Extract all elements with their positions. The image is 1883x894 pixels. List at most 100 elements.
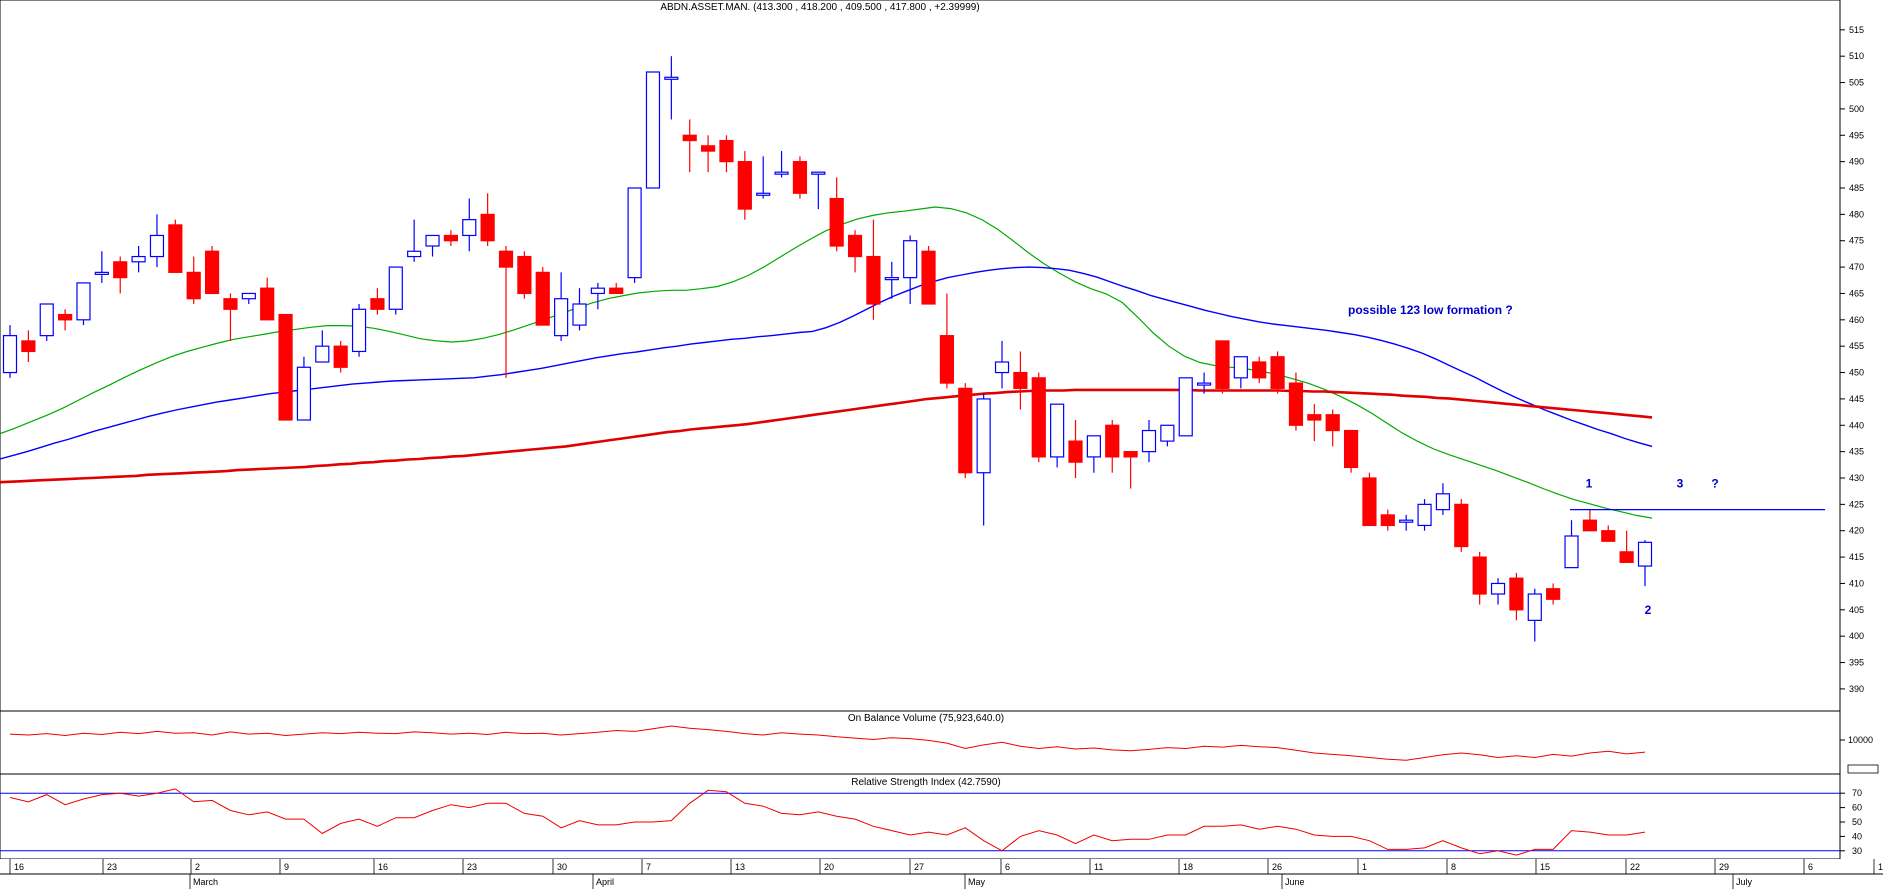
moving-average-line xyxy=(0,206,1653,519)
candle-body xyxy=(186,271,201,300)
day-tick-label: 13 xyxy=(1878,862,1883,872)
price-tick-label: 395 xyxy=(1849,658,1864,668)
candle-body xyxy=(645,71,661,189)
rsi-title: Relative Strength Index (42.7590) xyxy=(851,777,1001,788)
price-tick-label: 415 xyxy=(1849,552,1864,562)
candle-body xyxy=(443,234,458,242)
price-tick-label: 390 xyxy=(1849,684,1864,694)
candle-body xyxy=(1527,593,1542,621)
rsi-line xyxy=(0,788,1840,856)
candle-body xyxy=(149,234,165,258)
day-tick-label: 23 xyxy=(467,862,477,872)
candle-body xyxy=(2,335,18,374)
candle-body xyxy=(976,398,991,474)
day-tick-label: 11 xyxy=(1094,862,1103,872)
candle-body xyxy=(921,250,936,305)
candle-body xyxy=(554,298,569,337)
price-tick-label: 495 xyxy=(1849,130,1864,140)
price-tick-label: 480 xyxy=(1849,209,1864,219)
candle-body xyxy=(1325,414,1340,432)
day-tick-label: 16 xyxy=(378,862,388,872)
candle-body xyxy=(94,271,109,275)
moving-average-line xyxy=(0,266,1653,460)
rsi-tick-label: 60 xyxy=(1852,803,1862,813)
rsi-panel-frame xyxy=(0,773,1841,860)
candle-body xyxy=(1435,493,1451,511)
candle-body xyxy=(131,255,146,263)
day-tick-label: 2 xyxy=(195,862,200,872)
candle-body xyxy=(1050,403,1065,458)
obv-tick-label: 10000 xyxy=(1848,735,1873,745)
rsi-tick-label: 40 xyxy=(1852,831,1862,841)
candle-body xyxy=(1288,382,1304,426)
candle-body xyxy=(241,292,256,300)
candle-body xyxy=(370,298,385,310)
month-tick-label: May xyxy=(968,877,986,887)
day-tick-label: 13 xyxy=(735,862,745,872)
candle-body xyxy=(113,261,128,279)
candle-body xyxy=(1233,356,1248,379)
price-tick-label: 405 xyxy=(1849,605,1864,615)
price-tick-label: 430 xyxy=(1849,473,1864,483)
rsi-axis: 70 60 50 40 30 xyxy=(1840,788,1862,856)
candle-body xyxy=(76,282,91,321)
candle-body xyxy=(1509,577,1524,611)
price-tick-label: 515 xyxy=(1849,25,1864,35)
candle-body xyxy=(1160,424,1175,442)
day-tick-label: 6 xyxy=(1808,862,1813,872)
day-tick-label: 6 xyxy=(1005,862,1010,872)
candle-body xyxy=(572,303,587,326)
candle-body xyxy=(498,250,514,268)
rsi-tick-label: 70 xyxy=(1852,788,1862,798)
moving-average-line xyxy=(0,388,1653,484)
candle-body xyxy=(315,345,330,363)
candle-body xyxy=(462,219,477,237)
price-tick-label: 470 xyxy=(1849,262,1864,272)
price-tick-label: 445 xyxy=(1849,394,1864,404)
day-tick-label: 26 xyxy=(1272,862,1282,872)
candle-body xyxy=(260,287,275,321)
candle-body xyxy=(333,345,348,368)
price-tick-label: 490 xyxy=(1849,157,1864,167)
obv-line xyxy=(9,725,1646,761)
candle-body xyxy=(1068,440,1083,463)
price-axis: 390 395 400 405 410 415 420 425 430 435 440 445 450 4… xyxy=(1840,25,1864,694)
obv-panel: On Balance Volume (75,923,640.0) 10000 xyxy=(0,710,1879,775)
price-tick-label: 455 xyxy=(1849,341,1864,351)
annotation-question: ? xyxy=(1711,476,1718,490)
obv-title: On Balance Volume (75,923,640.0) xyxy=(848,713,1004,724)
candle-body xyxy=(535,271,550,326)
annotation-point-2: 2 xyxy=(1645,603,1652,617)
candle-body xyxy=(756,192,771,196)
candle-body xyxy=(1013,371,1028,389)
candle-body xyxy=(866,255,881,305)
day-tick-label: 20 xyxy=(824,862,834,872)
price-chart-title: ABDN.ASSET.MAN. (413.300 , 418.200 , 409… xyxy=(660,2,979,13)
month-tick-labels: March April May June July xyxy=(189,874,1753,889)
price-tick-label: 510 xyxy=(1849,51,1864,61)
price-tick-label: 420 xyxy=(1849,526,1864,536)
annotation-123-low: possible 123 low formation ? xyxy=(1348,303,1513,317)
day-tick-label: 23 xyxy=(107,862,117,872)
candle-body xyxy=(682,134,697,142)
candle-body xyxy=(609,287,624,295)
price-tick-label: 410 xyxy=(1849,578,1864,588)
date-axis: 1623291623307132027611182618152229613 Ma… xyxy=(0,859,1883,889)
month-tick-label: March xyxy=(193,877,218,887)
rsi-tick-label: 30 xyxy=(1852,846,1862,856)
candle-body xyxy=(1619,551,1634,563)
day-tick-label: 8 xyxy=(1451,862,1456,872)
price-panel-frame xyxy=(0,0,1841,712)
candle-body xyxy=(1454,503,1469,548)
obv-polyline xyxy=(9,725,1646,761)
candle-body xyxy=(958,387,973,474)
candle-body xyxy=(884,277,899,281)
rsi-polyline xyxy=(9,788,1646,856)
candle-body xyxy=(407,250,422,258)
candle-body xyxy=(296,366,312,421)
candle-body xyxy=(388,266,403,310)
candlestick-series xyxy=(2,56,1653,642)
candle-body xyxy=(517,255,532,295)
candle-body xyxy=(719,139,734,163)
